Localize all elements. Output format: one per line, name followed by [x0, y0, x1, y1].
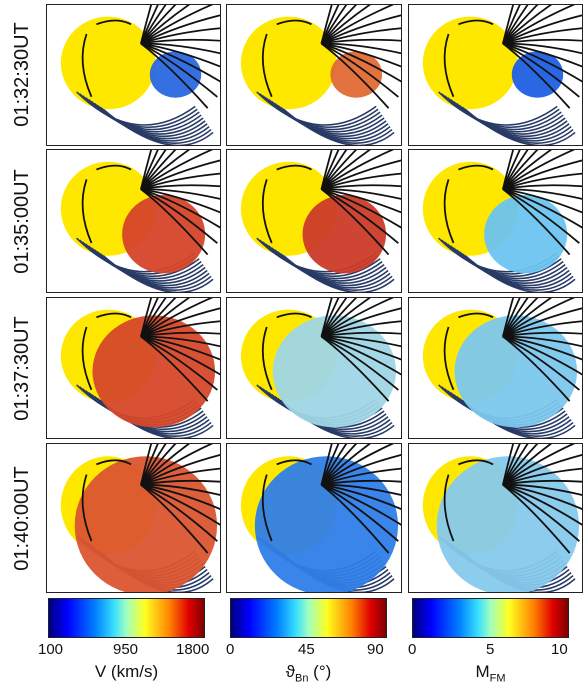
panel-r3-m-fm [408, 297, 583, 439]
open-field-lines [81, 444, 220, 554]
panel-r2-theta-bn [226, 149, 402, 293]
sun-disc [60, 16, 156, 110]
cme-surface [454, 315, 578, 428]
cb3-tick-min: 0 [408, 641, 417, 658]
open-field-lines [443, 150, 582, 256]
closed-field-lines [438, 91, 576, 145]
cme-surface [74, 456, 218, 592]
cb3-tick-max: 10 [551, 641, 568, 658]
cme-surface [254, 456, 398, 592]
panel-r2-m-fm [408, 149, 583, 293]
panel-plot [240, 5, 401, 145]
colorbar-theta-label: ϑBn (°) [230, 662, 387, 684]
cb2-tick-mid: 45 [298, 641, 315, 658]
panel-r4-theta-bn [226, 443, 402, 593]
panel-plot [240, 150, 401, 292]
cb2-tick-min: 0 [226, 641, 235, 658]
colorbar-velocity-label: V (km/s) [94, 662, 159, 681]
panel-plot [422, 298, 582, 438]
cme-surface [484, 195, 568, 274]
cb1-tick-min: 100 [38, 641, 64, 658]
colorbar-mach-label: MFM [412, 662, 569, 684]
row-label-2: 01:35:00UT [10, 168, 33, 274]
panel-plot [422, 444, 582, 592]
cb2-tick-max: 90 [367, 641, 384, 658]
row-label-1: 01:32:30UT [10, 21, 33, 127]
mach-symbol: M [475, 662, 490, 681]
panel-plot [240, 298, 401, 438]
open-field-lines [81, 298, 220, 402]
cme-surface [272, 315, 397, 428]
panel-plot [60, 444, 220, 592]
sun-disc [240, 16, 337, 110]
panel-r4-m-fm [408, 443, 583, 593]
theta-subscript: Bn [294, 672, 309, 685]
mach-subscript: FM [489, 672, 506, 685]
open-field-lines [443, 5, 582, 109]
cme-surface [436, 456, 580, 592]
cb3-tick-mid: 5 [486, 641, 495, 658]
open-field-lines [443, 298, 582, 402]
open-field-lines [443, 444, 582, 554]
cb1-tick-mid: 950 [113, 641, 139, 658]
panel-plot [422, 5, 582, 145]
panel-r1-v [46, 4, 221, 146]
closed-field-lines [76, 91, 214, 145]
cb1-tick-max: 1800 [176, 641, 210, 658]
colorbar-mach [412, 598, 569, 638]
colorbar-velocity [48, 598, 205, 638]
closed-field-lines [438, 237, 576, 292]
theta-unit: (°) [308, 662, 332, 681]
panel-r4-v [46, 443, 221, 593]
panel-plot [60, 298, 220, 438]
sun-disc [422, 16, 518, 110]
panel-plot [240, 444, 401, 592]
cme-surface [92, 315, 216, 428]
panel-plot [422, 150, 582, 292]
open-field-lines [261, 444, 401, 554]
row-label-4: 01:40:00UT [10, 465, 33, 571]
cme-surface [122, 195, 206, 274]
panel-r1-m-fm [408, 4, 583, 146]
panel-r3-theta-bn [226, 297, 402, 439]
panel-r3-v [46, 297, 221, 439]
open-field-lines [261, 298, 401, 402]
open-field-lines [81, 5, 220, 109]
panel-plot [60, 5, 220, 145]
panel-r2-v [46, 149, 221, 293]
open-field-lines [81, 150, 220, 256]
open-field-lines [261, 5, 401, 109]
colorbar-theta [230, 598, 387, 638]
panel-plot [60, 150, 220, 292]
panel-r1-theta-bn [226, 4, 402, 146]
theta-symbol: ϑ [285, 662, 295, 681]
row-label-3: 01:37:30UT [10, 315, 33, 421]
cme-surface [302, 195, 387, 274]
open-field-lines [261, 150, 401, 256]
closed-field-lines [256, 91, 395, 145]
